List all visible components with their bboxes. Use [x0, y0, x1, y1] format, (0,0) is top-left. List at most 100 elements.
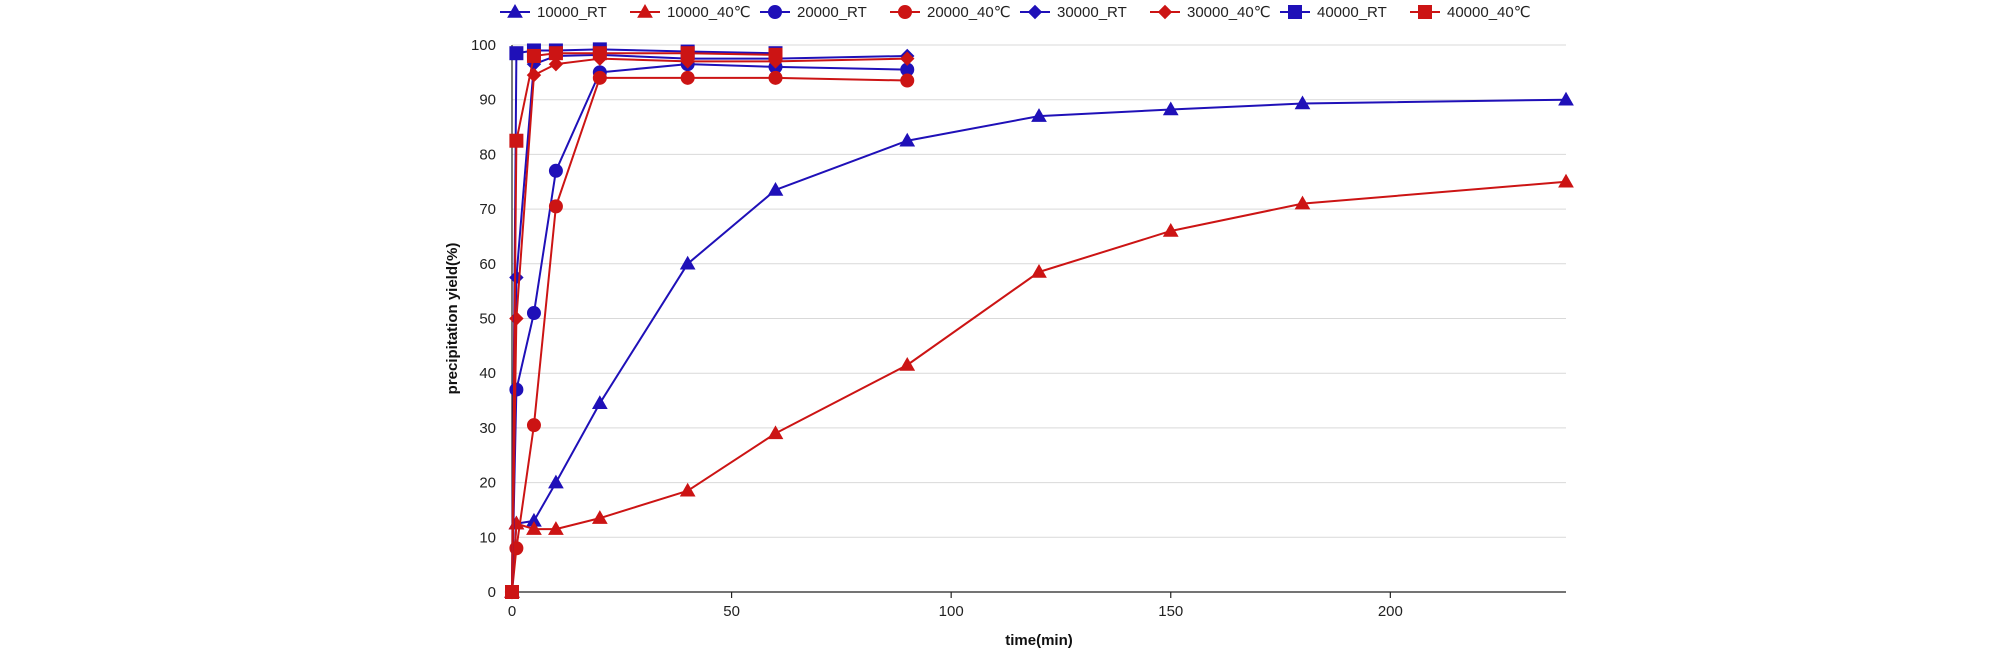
y-tick-label: 60 — [479, 256, 496, 273]
legend-item: 10000_40℃ — [630, 3, 751, 21]
data-point — [548, 474, 564, 489]
y-tick-label: 90 — [479, 92, 496, 109]
data-point — [680, 70, 695, 85]
data-point — [548, 199, 563, 214]
data-point — [505, 585, 519, 599]
legend: 10000_RT 10000_40℃ 20000_RT 20000_40℃ 30000_… — [500, 3, 1531, 21]
data-point — [548, 521, 564, 535]
series-line — [511, 76, 908, 593]
data-point — [526, 48, 541, 63]
data-point — [1294, 195, 1311, 210]
axes: 0 10 20 30 40 50 60 70 80 90 100 0 50 100 150 200 — [471, 37, 1566, 620]
legend-item: 10000_RT — [500, 3, 607, 21]
legend-item: 40000_40℃ — [1410, 4, 1531, 21]
legend-marker — [637, 3, 653, 18]
x-tick-label: 0 — [508, 603, 516, 620]
data-point — [509, 382, 524, 397]
data-point — [768, 47, 783, 62]
series-20000_RT — [505, 57, 915, 599]
x-tick-label: 100 — [939, 603, 964, 620]
series-30000_40℃ — [504, 51, 915, 600]
x-tick-label: 50 — [723, 603, 740, 620]
series-line — [511, 98, 1567, 593]
data-point — [1162, 222, 1179, 237]
data-point — [1558, 91, 1574, 106]
legend-marker — [898, 5, 912, 19]
legend-item: 40000_RT — [1280, 4, 1387, 21]
data-point — [680, 46, 695, 61]
legend-label: 40000_40℃ — [1447, 4, 1531, 21]
data-point — [679, 482, 696, 497]
series-line — [511, 63, 908, 593]
y-tick-label: 50 — [479, 311, 496, 328]
data-point — [509, 46, 524, 61]
x-tick-label: 150 — [1158, 603, 1183, 620]
series-line — [511, 52, 776, 593]
series-40000_RT — [505, 42, 783, 599]
legend-marker — [1288, 5, 1302, 19]
legend-marker — [1418, 5, 1432, 19]
series-10000_40℃ — [504, 173, 1574, 598]
legend-item: 30000_40℃ — [1150, 4, 1271, 21]
legend-label: 20000_40℃ — [927, 4, 1011, 21]
data-point — [526, 521, 542, 535]
legend-label: 30000_40℃ — [1187, 4, 1271, 21]
data-point — [1558, 173, 1574, 188]
data-point — [768, 70, 783, 85]
y-tick-label: 0 — [488, 584, 496, 601]
data-point — [1031, 108, 1047, 122]
legend-item: 30000_RT — [1020, 4, 1127, 21]
y-tick-label: 20 — [479, 475, 496, 492]
legend-label: 10000_40℃ — [667, 4, 751, 21]
series-10000_RT — [504, 91, 1574, 598]
y-axis-title: precipitation yield(%) — [444, 243, 461, 395]
x-axis-title: time(min) — [1005, 632, 1073, 649]
data-point — [767, 181, 784, 196]
legend-label: 40000_RT — [1317, 4, 1387, 21]
data-point — [899, 132, 916, 147]
data-point — [592, 46, 607, 61]
data-point — [899, 356, 916, 371]
series-line — [511, 53, 908, 593]
data-point — [767, 425, 784, 440]
series-line — [511, 180, 1567, 593]
x-tick-label: 200 — [1378, 603, 1403, 620]
data-point — [509, 133, 524, 148]
data-point — [1031, 263, 1047, 278]
series-20000_40℃ — [505, 70, 915, 599]
legend-label: 30000_RT — [1057, 4, 1127, 21]
data-point — [591, 510, 608, 524]
legend-item: 20000_RT — [760, 4, 867, 21]
series-40000_40℃ — [505, 46, 783, 599]
legend-label: 20000_RT — [797, 4, 867, 21]
series-30000_RT — [504, 47, 915, 600]
data-point — [679, 255, 696, 270]
data-point — [1294, 95, 1311, 110]
legend-marker — [768, 5, 782, 19]
legend-marker — [507, 3, 523, 18]
y-tick-label: 10 — [479, 529, 496, 546]
series-line — [511, 48, 776, 593]
data-point — [526, 418, 541, 433]
data-point — [548, 163, 563, 178]
y-tick-label: 100 — [471, 37, 496, 54]
data-point — [548, 46, 563, 61]
data-point — [1162, 101, 1179, 116]
data-point — [900, 51, 915, 66]
data-point — [548, 56, 564, 72]
series-line — [511, 57, 908, 593]
y-tick-label: 80 — [479, 146, 496, 163]
data-point — [592, 70, 607, 85]
series-layer — [504, 42, 1574, 600]
y-tick-label: 40 — [479, 365, 496, 382]
data-point — [526, 306, 541, 321]
data-point — [591, 395, 608, 410]
legend-marker — [1157, 4, 1173, 20]
y-tick-label: 70 — [479, 201, 496, 218]
data-point — [900, 73, 915, 88]
legend-label: 10000_RT — [537, 4, 607, 21]
legend-marker — [1027, 4, 1043, 20]
y-tick-label: 30 — [479, 420, 496, 437]
legend-item: 20000_40℃ — [890, 4, 1011, 21]
